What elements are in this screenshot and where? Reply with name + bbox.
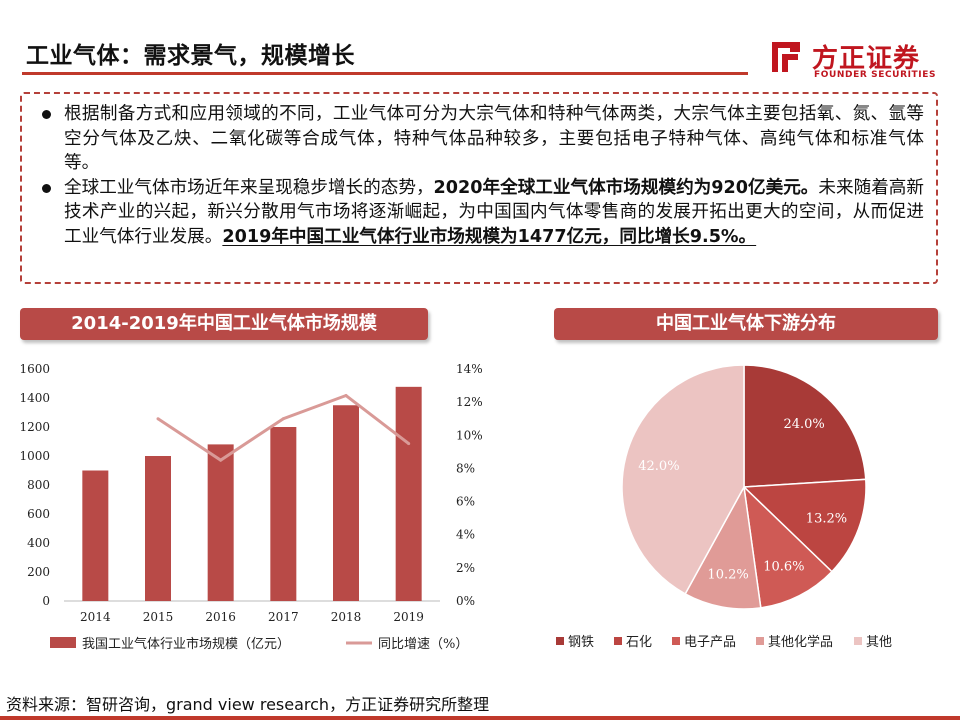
x-tick-label: 2014 <box>80 610 111 624</box>
left-chart-header: 2014-2019年中国工业气体市场规模 <box>20 308 428 340</box>
y-left-tick-label: 1000 <box>19 449 50 463</box>
pie-data-label: 24.0% <box>783 417 824 432</box>
title-rule <box>22 72 748 75</box>
x-tick-label: 2016 <box>205 610 236 624</box>
y-left-tick-label: 800 <box>27 478 50 492</box>
y-right-tick-label: 4% <box>456 528 475 542</box>
pie-data-label: 10.2% <box>707 567 748 582</box>
y-left-tick-label: 1400 <box>19 391 50 405</box>
growth-rate-point <box>156 417 160 421</box>
legend-line-label: 同比增速（%） <box>378 637 468 652</box>
y-left-tick-label: 200 <box>27 565 50 579</box>
pie-data-label: 42.0% <box>638 459 679 474</box>
pie-slice-石化 <box>742 478 867 573</box>
bullet-1: 根据制备方式和应用领域的不同，工业气体可分为大宗气体和特种气体两类，大宗气体主要… <box>38 102 924 176</box>
founder-logo-icon <box>772 42 800 72</box>
legend-swatch <box>756 637 764 645</box>
legend-label: 电子产品 <box>684 635 736 650</box>
y-left-tick-label: 400 <box>27 536 50 550</box>
growth-rate-point <box>344 394 348 398</box>
source-note: 资料来源：智研咨询，grand view research，方正证券研究所整理 <box>6 695 490 714</box>
y-right-tick-label: 0% <box>456 594 475 608</box>
y-right-tick-label: 12% <box>456 395 483 409</box>
y-right-tick-label: 10% <box>456 428 483 442</box>
growth-rate-point <box>219 458 223 462</box>
bar-2018 <box>333 405 359 601</box>
summary-box: 根据制备方式和应用领域的不同，工业气体可分为大宗气体和特种气体两类，大宗气体主要… <box>20 92 938 284</box>
legend-swatch <box>672 637 680 645</box>
legend-bar-swatch <box>50 637 76 648</box>
logo-text-en: FOUNDER SECURITIES <box>814 70 937 80</box>
page-title: 工业气体：需求景气，规模增长 <box>26 43 355 69</box>
logo-text-cn: 方正证券 <box>812 44 921 74</box>
pie-slice-其他 <box>621 364 745 595</box>
bullet-2: 全球工业气体市场近年来呈现稳步增长的态势，2020年全球工业气体市场规模约为92… <box>38 176 924 250</box>
legend-bar-label: 我国工业气体行业市场规模（亿元） <box>82 636 290 652</box>
x-tick-label: 2019 <box>393 610 424 624</box>
y-right-tick-label: 14% <box>456 362 483 376</box>
bar-2019 <box>395 386 422 601</box>
y-right-tick-label: 6% <box>456 495 475 509</box>
downstream-pie-chart: 24.0% 13.2% 10.6% 10.2% 42.0% 钢铁 石化 电子产品 其他化学品 其他 <box>556 364 892 650</box>
y-left-tick-label: 0 <box>42 594 50 608</box>
legend-label: 钢铁 <box>568 635 594 650</box>
pie-slice-电子产品 <box>742 484 833 609</box>
y-left-tick-label: 1600 <box>19 362 50 376</box>
x-tick-label: 2015 <box>143 610 174 624</box>
y-left-tick-label: 1200 <box>19 420 50 434</box>
y-right-tick-label: 8% <box>456 461 475 475</box>
x-tick-label: 2017 <box>268 610 299 624</box>
legend-swatch <box>854 637 862 645</box>
legend-label: 石化 <box>626 635 652 650</box>
bar-2014 <box>82 470 109 601</box>
legend-label: 其他化学品 <box>768 634 833 650</box>
legend-label: 其他 <box>866 635 892 650</box>
growth-rate-point <box>281 417 285 421</box>
market-size-chart: 0 200 400 600 800 1000 1200 1400 1600 0% 2% 4% 6% 8% 1… <box>19 362 483 652</box>
pie-slice-钢铁 <box>743 364 867 488</box>
growth-rate-point <box>407 442 411 446</box>
legend-swatch <box>614 637 622 645</box>
brand-logo: 方正证券 FOUNDER SECURITIES <box>768 38 938 82</box>
pie-data-label: 10.6% <box>763 559 804 574</box>
bar-2016 <box>207 444 234 601</box>
pie-slice-其他化学品 <box>684 484 762 610</box>
bar-2017 <box>270 427 297 601</box>
x-tick-label: 2018 <box>331 610 362 624</box>
y-right-tick-label: 2% <box>456 561 475 575</box>
y-left-tick-label: 600 <box>27 507 50 521</box>
right-chart-header: 中国工业气体下游分布 <box>554 308 938 340</box>
bottom-bar <box>0 716 960 720</box>
legend-swatch <box>556 637 564 645</box>
pie-data-label: 13.2% <box>806 511 847 526</box>
bar-2015 <box>145 456 171 601</box>
